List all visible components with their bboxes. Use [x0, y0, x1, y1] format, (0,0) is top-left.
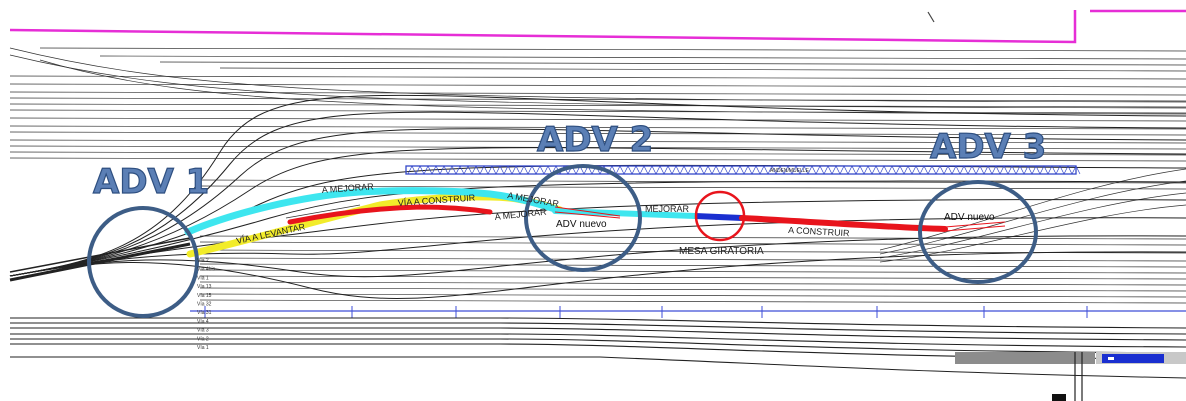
label-a-mejorar-left: A MEJORAR: [321, 181, 374, 195]
track-line: [9, 75, 1186, 80]
label-adv-nuevo-right: ADV nuevo: [944, 212, 995, 223]
adv3-circle: [918, 180, 1038, 284]
track-line: [9, 47, 1186, 103]
label-mesa-giratoria: MESA GIRATORIA: [679, 246, 764, 257]
track-line: [879, 192, 1186, 259]
main-track: [10, 322, 1186, 335]
label-mejorar-right: MEJORAR: [645, 204, 690, 214]
track-line: [199, 241, 1186, 246]
track-label: Vía 2: [197, 258, 209, 264]
track-line: [99, 55, 1186, 60]
track-line: [9, 91, 1186, 96]
track-label: Vía 15: [197, 293, 212, 299]
throat-track: [9, 235, 1186, 278]
adv2-label: ADV 2: [537, 120, 653, 160]
throat-track: [9, 237, 191, 273]
main-line-tracks: [10, 317, 1186, 379]
adv1-circle: [87, 206, 199, 318]
track-line: [879, 204, 1186, 263]
track-line: [199, 263, 1186, 268]
track-line: [199, 281, 1186, 286]
throat-track: [9, 242, 191, 282]
track-line: [9, 157, 1186, 162]
track-label: Vía 32: [197, 302, 212, 308]
track-to-improve-centre: [552, 208, 698, 219]
track-line: [9, 125, 1186, 130]
label-a-mejorar-mid2: A MEJORAR: [494, 207, 547, 222]
track-line: [9, 97, 1186, 102]
track-line: [199, 299, 1186, 304]
throat-track: [9, 111, 1186, 277]
main-track: [10, 327, 1186, 341]
turntable-circle: [694, 190, 746, 242]
label-adv-nuevo-left: ADV nuevo: [556, 219, 607, 230]
main-track: [10, 333, 1186, 348]
north-tick: [927, 11, 935, 23]
station-building: [955, 352, 1186, 401]
throat-track: [9, 251, 1186, 299]
track-line: [219, 67, 1186, 72]
track-number-labels: Vía 2 Vía 4bis Vía 1 Vía 13 Vía 15 Vía 32 Vía …: [197, 258, 216, 351]
track-line: [9, 109, 1186, 114]
main-track: [10, 356, 1186, 379]
track-line: [199, 287, 1186, 292]
track-line: [9, 117, 1186, 122]
track-to-build-left: [287, 204, 493, 225]
throat-track: [9, 94, 1186, 277]
track-line: [9, 54, 1186, 109]
track-line: [199, 185, 1186, 190]
track-label: Vía 1: [197, 345, 209, 351]
adv1-label: ADV 1: [93, 162, 209, 202]
track-line: [199, 257, 1186, 262]
track-label: Vía 31: [197, 310, 212, 316]
track-label: Vía 4: [197, 319, 209, 325]
adv-circles: [87, 164, 1038, 318]
track-label: Vía 1: [197, 275, 209, 281]
track-line: [9, 103, 1186, 108]
label-a-construir: A CONSTRUIR: [788, 225, 850, 238]
svg-text:ANDEN/MUELLE: ANDEN/MUELLE: [770, 168, 810, 174]
track-line: [39, 47, 1186, 52]
track-line: [9, 131, 1186, 136]
track-label: Vía 4bis: [197, 267, 216, 273]
catenary-line: [190, 306, 1186, 318]
track-line: [199, 293, 1186, 298]
adv2-circle: [524, 164, 642, 272]
track-line: [199, 275, 1186, 280]
track-label: Vía 3: [197, 328, 209, 334]
track-line: [199, 235, 1186, 240]
main-track: [10, 317, 1186, 329]
track-label: Vía 2: [197, 336, 209, 342]
track-line: [39, 59, 1186, 115]
track-line: [199, 269, 1186, 274]
throat-track: [9, 147, 1186, 277]
track-label: Vía 13: [197, 284, 212, 290]
turntable-track: [694, 213, 743, 221]
track-line: [159, 61, 1186, 66]
track-line: [9, 83, 1186, 88]
main-track: [10, 338, 1186, 354]
track-line: [9, 139, 1186, 144]
hatched-platform: ANDEN/MUELLE: [405, 165, 1081, 175]
track-line: [9, 151, 1186, 156]
throat-track: [9, 180, 1186, 277]
track-to-improve-left: [184, 187, 559, 236]
adv3-label: ADV 3: [930, 127, 1046, 167]
site-boundary-line: [9, 10, 1077, 44]
